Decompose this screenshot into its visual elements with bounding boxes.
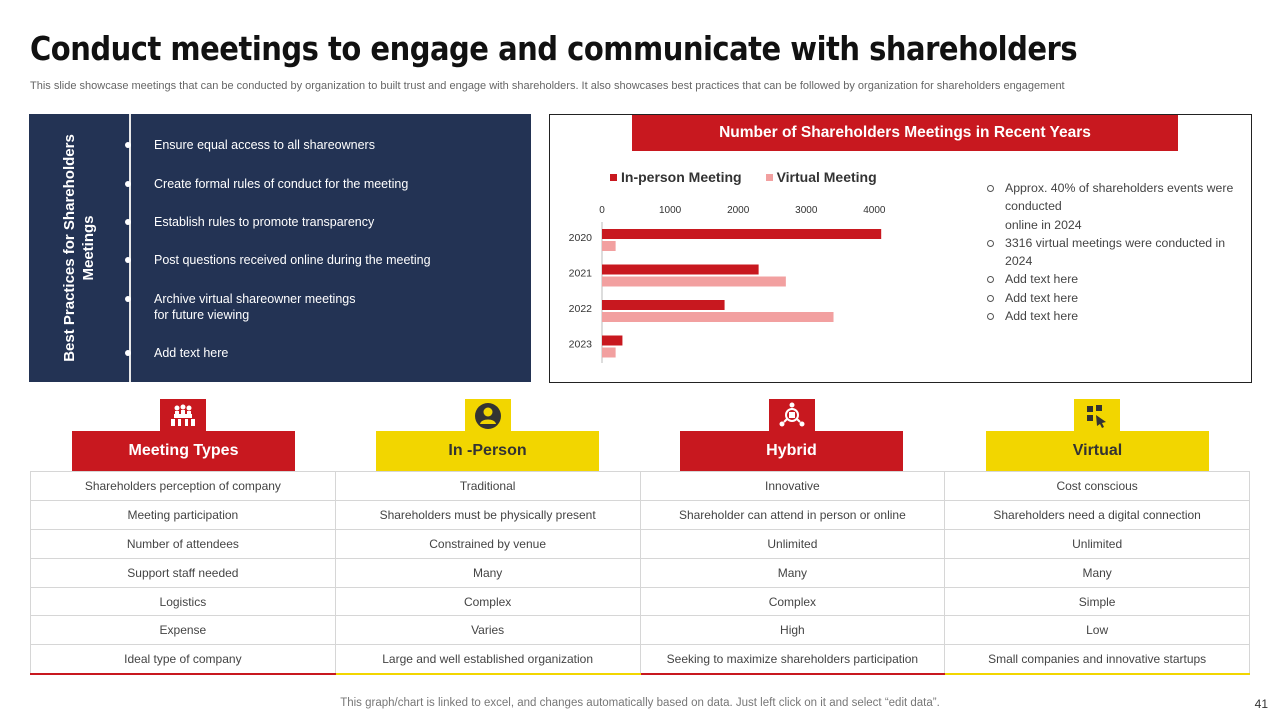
table-cell: Complex [639,586,946,617]
table-row: Ideal type of company Large and well est… [30,644,1250,675]
table-cell: Many [944,557,1250,588]
table-cell: Innovative [639,471,946,501]
comparison-table: Shareholders perception of company Tradi… [30,471,1250,675]
table-cell: Unlimited [639,528,946,559]
table-cell: Complex [334,586,641,617]
page-subtitle: This slide showcase meetings that can be… [30,80,1065,92]
table-cell: Shareholders need a digital connection [944,499,1250,530]
best-practice-item: Archive virtual shareowner meetings for … [125,291,514,323]
bullet-dot-icon [125,142,131,148]
table-cell: Support staff needed [30,557,336,588]
hybrid-icon [769,399,815,433]
bar-virtual[interactable] [602,312,834,322]
timeline-line [129,114,131,382]
table-cell: Simple [944,586,1250,617]
table-row: Shareholders perception of company Tradi… [30,471,1250,501]
column-header-hybrid: Hybrid [680,431,903,471]
bullet-dot-icon [125,257,131,263]
table-cell: Unlimited [944,528,1250,559]
table-cell: Many [639,557,946,588]
bullet-dot-icon [125,219,131,225]
table-cell: High [639,615,946,646]
bar-in-person[interactable] [602,229,882,239]
legend-item-in-person: In-person Meeting [610,169,742,185]
table-row: Logistics Complex Complex Simple [30,586,1250,617]
table-cell: Logistics [30,586,336,617]
page-title: Conduct meetings to engage and communica… [30,30,1078,69]
bar-virtual[interactable] [602,347,616,358]
table-cell: Many [334,557,641,588]
table-cell: Shareholders must be physically present [334,499,641,530]
best-practice-item: Post questions received online during th… [125,252,514,268]
chart-notes: Approx. 40% of shareholders events were … [986,179,1246,325]
column-header-meeting-types: Meeting Types [72,431,295,471]
note-item: Add text here [986,289,1246,307]
legend-item-virtual: Virtual Meeting [765,169,877,185]
x-tick-label: 4000 [863,205,886,216]
x-tick-label: 3000 [795,205,818,216]
table-cell: Large and well established organization [334,644,641,675]
column-header-in-person: In -Person [376,431,599,471]
bar-chart[interactable]: 0 1000 2000 3000 4000 2020 2021 2022 2023 [550,197,950,377]
chart-title: Number of Shareholders Meetings in Recen… [632,115,1178,151]
table-cell: Low [944,615,1250,646]
table-row: Meeting participation Shareholders must … [30,499,1250,530]
bullet-dot-icon [125,350,131,356]
legend-swatch-icon [765,173,773,181]
person-icon [465,399,511,433]
best-practices-heading-box: Best Practices for Shareholders Meetings [29,114,129,382]
category-label: 2022 [569,303,593,315]
table-cell: Traditional [334,471,641,501]
footer-note: This graph/chart is linked to excel, and… [340,697,940,709]
chart-legend: In-person Meeting Virtual Meeting [610,169,877,185]
bullet-dot-icon [125,181,131,187]
table-cell: Expense [30,615,336,646]
best-practice-item: Establish rules to promote transparency [125,214,514,230]
bar-in-person[interactable] [602,300,725,310]
meeting-icon [160,399,206,433]
virtual-icon [1074,399,1120,433]
table-cell: Seeking to maximize shareholders partici… [639,644,946,675]
category-label: 2021 [569,268,593,280]
bullet-dot-icon [125,296,131,302]
table-row: Support staff needed Many Many Many [30,557,1250,588]
table-cell: Shareholder can attend in person or onli… [639,499,946,530]
x-tick-label: 0 [599,205,605,216]
x-tick-label: 1000 [659,205,682,216]
bar-virtual[interactable] [602,276,786,287]
table-cell: Meeting participation [30,499,336,530]
bar-in-person[interactable] [602,264,759,275]
note-item: Add text here [986,270,1246,288]
best-practice-item: Ensure equal access to all shareowners [125,137,514,153]
table-cell: Cost conscious [944,471,1250,501]
bar-in-person[interactable] [602,335,623,346]
best-practice-item: Create formal rules of conduct for the m… [125,176,514,192]
table-cell: Ideal type of company [30,644,336,675]
page-number: 41 [1254,697,1268,711]
table-row: Number of attendees Constrained by venue… [30,528,1250,559]
table-cell: Varies [334,615,641,646]
table-cell: Small companies and innovative startups [944,644,1250,675]
best-practice-item: Add text here [125,345,514,361]
x-tick-label: 2000 [727,205,750,216]
table-cell: Number of attendees [30,528,336,559]
column-header-virtual: Virtual [986,431,1209,471]
note-item: 3316 virtual meetings were conducted in … [986,234,1246,271]
note-item: Approx. 40% of shareholders events were … [986,179,1246,234]
category-label: 2020 [569,232,593,244]
legend-swatch-icon [610,173,617,181]
table-cell: Constrained by venue [334,528,641,559]
chart-panel[interactable]: Number of Shareholders Meetings in Recen… [549,114,1252,383]
best-practices-panel: Best Practices for Shareholders Meetings… [29,114,531,382]
bar-virtual[interactable] [602,241,616,251]
best-practices-heading: Best Practices for Shareholders Meetings [61,134,97,362]
note-item: Add text here [986,307,1246,325]
table-cell: Shareholders perception of company [30,471,336,501]
category-label: 2023 [569,339,593,351]
table-row: Expense Varies High Low [30,615,1250,646]
